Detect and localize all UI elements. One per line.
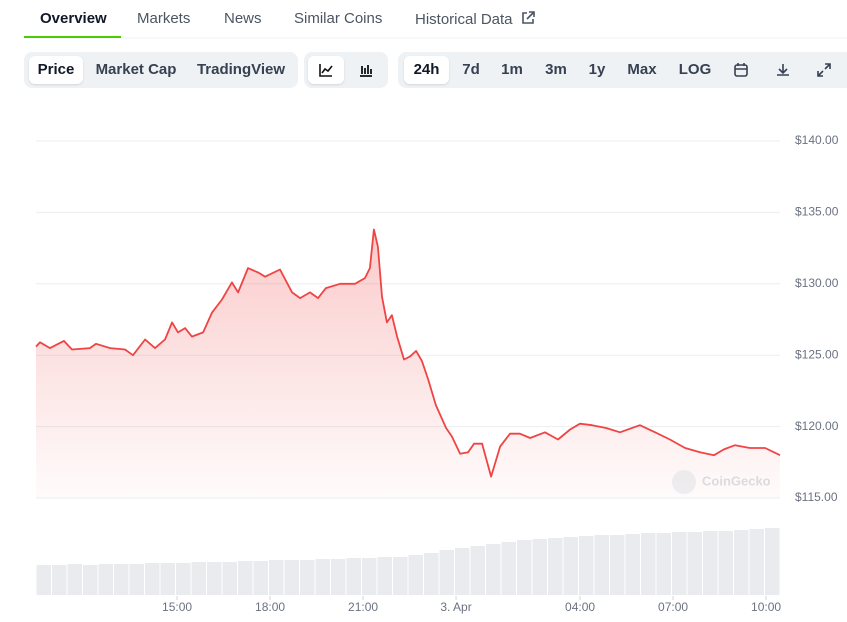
volume-bar: [579, 536, 594, 595]
volume-bar: [362, 558, 377, 595]
volume-bar: [424, 553, 439, 595]
range-button[interactable]: LOG: [678, 61, 712, 78]
y-tick-label: $125.00: [795, 347, 839, 361]
x-tick-label: 15:00: [162, 600, 192, 614]
volume-bar: [129, 564, 144, 595]
expand-icon: [817, 63, 831, 77]
volume-bar: [160, 563, 175, 595]
volume-bar: [439, 550, 454, 595]
volume-bar: [656, 533, 671, 595]
volume-bar: [734, 530, 749, 595]
volume-bar: [501, 542, 516, 595]
volume-bar: [749, 529, 764, 595]
y-tick-label: $135.00: [795, 205, 839, 219]
y-tick-label: $115.00: [795, 490, 838, 504]
x-tick-label: 07:00: [658, 600, 688, 614]
volume-bar: [300, 560, 315, 595]
volume-bar: [315, 559, 330, 595]
volume-bar: [610, 535, 625, 595]
y-tick-label: $140.00: [795, 133, 839, 147]
external-icon: [521, 11, 535, 24]
volume-bar: [517, 540, 532, 595]
tab-label: Historical Data: [415, 11, 513, 28]
volume-bar: [470, 546, 485, 595]
volume-bar: [207, 562, 222, 595]
volume-bar: [641, 533, 656, 595]
calendar-icon: [734, 63, 748, 77]
range-group: 24h 7d 1m 3m 1y Max LOG: [398, 52, 847, 88]
volume-bar: [455, 548, 470, 595]
x-tick-label: 3. Apr: [440, 600, 471, 614]
volume-bar: [176, 563, 191, 595]
style-group: [304, 52, 388, 88]
volume-bar: [67, 564, 82, 595]
volume-bar: [594, 535, 609, 595]
tab[interactable]: News: [224, 10, 262, 27]
volume-bar: [765, 528, 780, 595]
tab[interactable]: Markets: [137, 10, 191, 27]
volume-bar: [346, 558, 361, 595]
watermark-text: CoinGecko: [702, 473, 771, 488]
tab[interactable]: Similar Coins: [294, 10, 383, 27]
range-button[interactable]: Max: [627, 61, 657, 78]
volume-bar: [687, 532, 702, 595]
range-button[interactable]: 7d: [462, 61, 480, 78]
volume-bar: [486, 544, 501, 595]
volume-bar: [145, 563, 160, 595]
x-tick-label: 21:00: [348, 600, 378, 614]
volume-bar: [36, 565, 51, 595]
watermark: CoinGecko: [672, 470, 771, 494]
x-tick-label: 04:00: [565, 600, 595, 614]
view-button[interactable]: TradingView: [196, 61, 286, 78]
expand-button[interactable]: [809, 56, 839, 84]
line-button[interactable]: [308, 56, 344, 84]
download-button[interactable]: [768, 56, 798, 84]
volume-bar: [83, 565, 98, 595]
volume-bar: [393, 557, 408, 595]
calendar-button[interactable]: [726, 56, 756, 84]
volume-bar: [52, 565, 67, 595]
y-tick-label: $130.00: [795, 276, 839, 290]
candle-icon: [360, 65, 372, 77]
view-button[interactable]: Price: [29, 56, 83, 84]
tab[interactable]: Historical Data: [415, 10, 536, 28]
view-button[interactable]: Market Cap: [95, 61, 177, 78]
volume-bar: [377, 557, 392, 595]
volume-bar: [253, 561, 268, 595]
range-button[interactable]: 1y: [588, 61, 606, 78]
download-icon: [777, 64, 789, 76]
range-button[interactable]: 1m: [501, 61, 523, 78]
volume-bar: [548, 538, 563, 595]
volume-bar: [114, 564, 129, 595]
candle-button[interactable]: [348, 56, 384, 84]
x-tick-label: 10:00: [751, 600, 781, 614]
y-tick-label: $120.00: [795, 419, 839, 433]
x-tick-label: 18:00: [255, 600, 285, 614]
price-area: [36, 229, 780, 498]
volume-bar: [284, 560, 299, 595]
volume-bar: [672, 532, 687, 595]
volume-bar: [98, 564, 113, 595]
tab[interactable]: Overview: [40, 10, 107, 27]
volume-bar: [718, 531, 733, 595]
range-button[interactable]: 3m: [545, 61, 567, 78]
volume-bar: [191, 562, 206, 595]
range-button[interactable]: 24h: [404, 56, 449, 84]
volume-bar: [222, 562, 237, 595]
price-line: [35, 228, 781, 478]
volume-bar: [408, 555, 423, 595]
volume-bar: [238, 561, 253, 595]
volume-bar: [563, 537, 578, 595]
volume-bar: [625, 534, 640, 595]
volume-bar: [532, 539, 547, 595]
view-group: Price Market Cap TradingView: [24, 52, 298, 88]
line-icon: [319, 64, 333, 77]
volume-bar: [331, 559, 346, 595]
volume-bar: [269, 560, 284, 595]
volume-bar: [703, 531, 718, 595]
